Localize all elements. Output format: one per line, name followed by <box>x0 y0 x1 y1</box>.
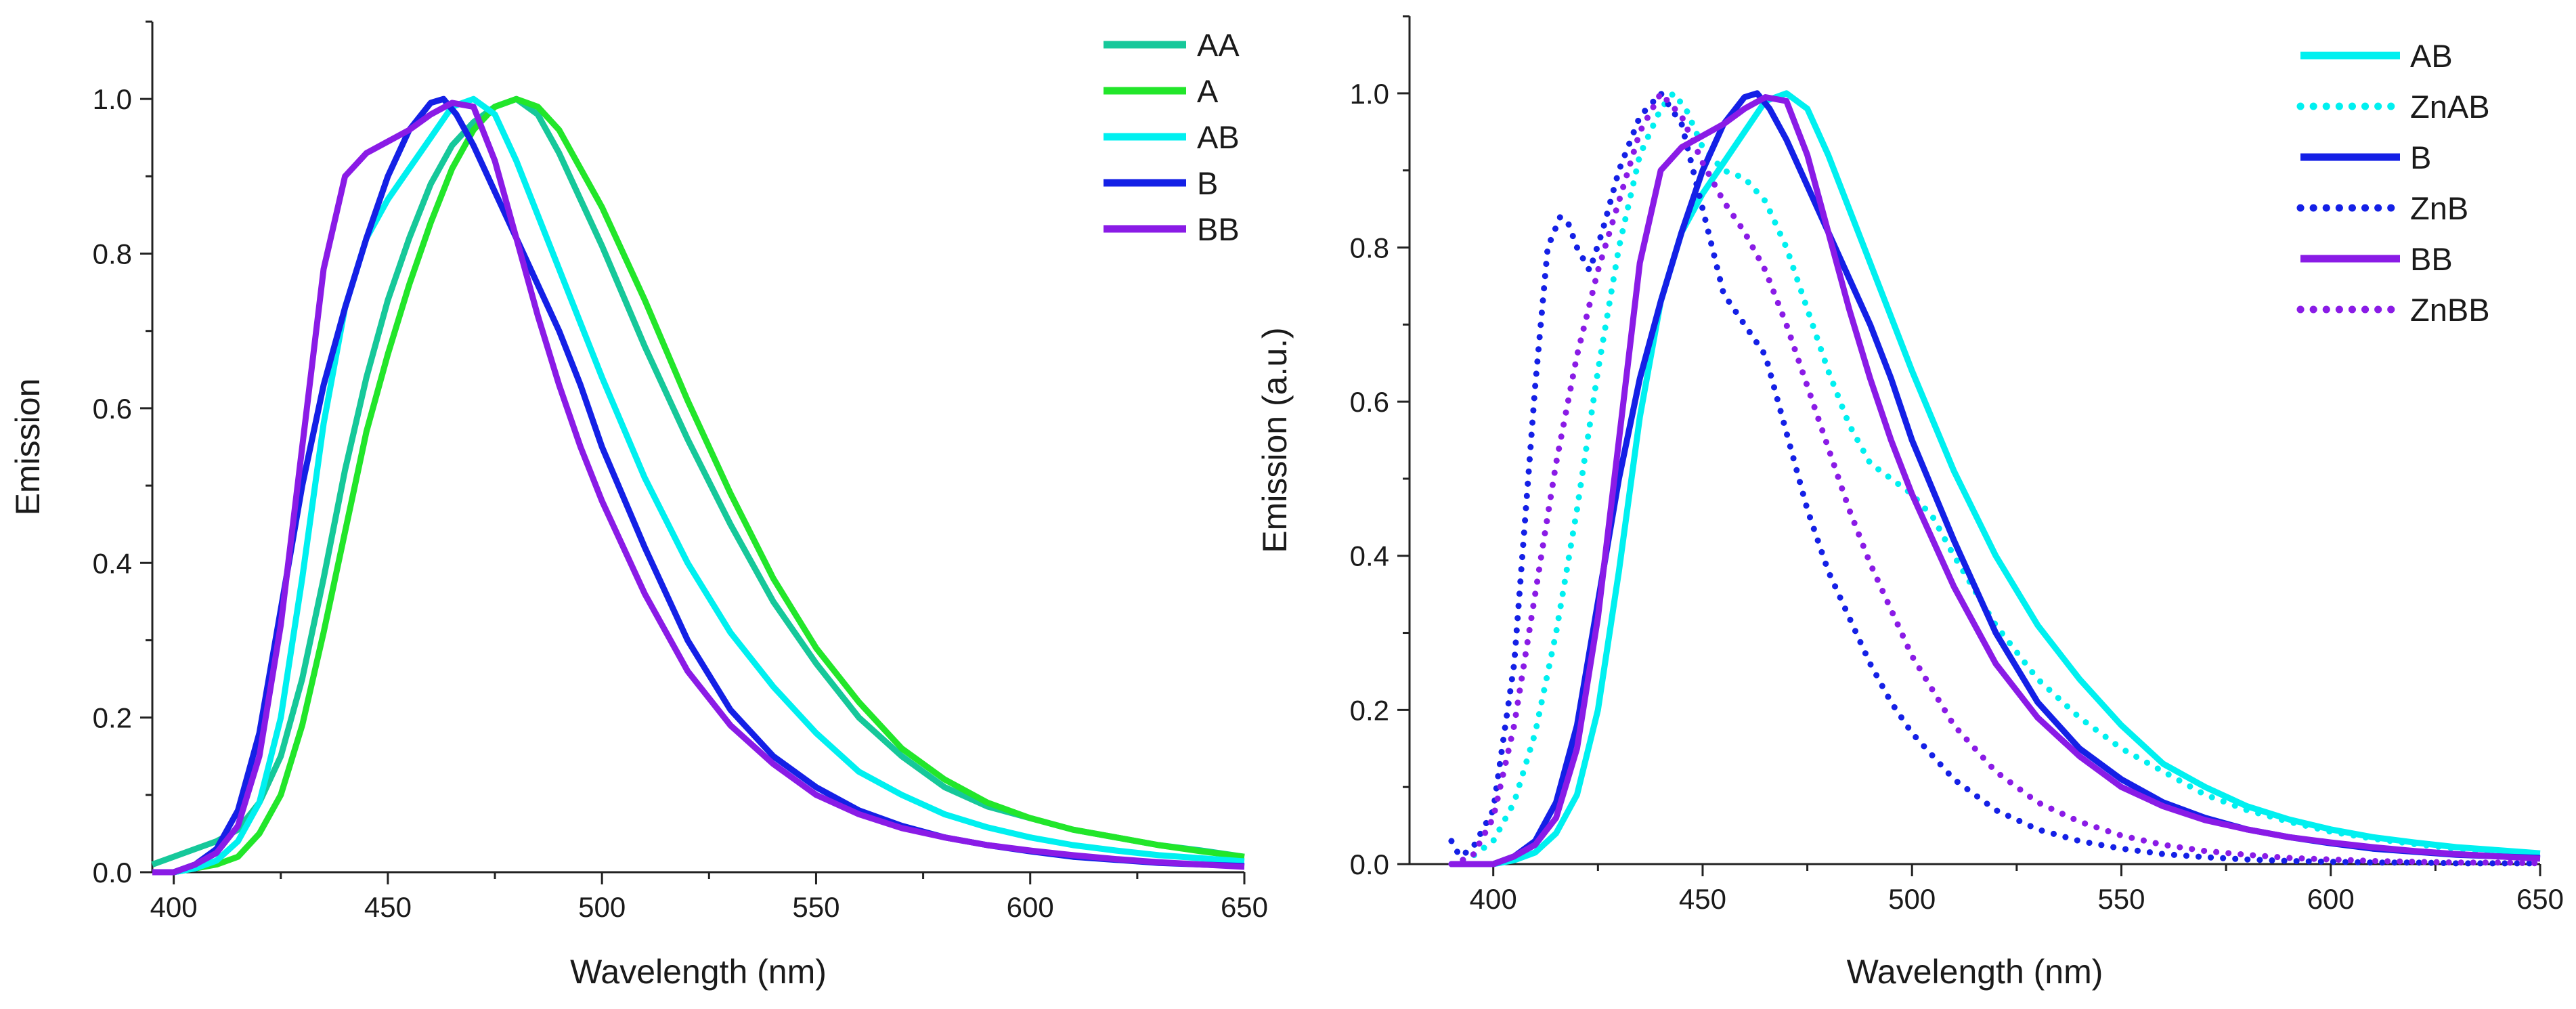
right-y-tick-label-0.2: 0.2 <box>1350 694 1389 726</box>
left-emission-chart: 400 450 500 550 600 650 0.0 0.2 0.4 0.6 0.8 1.0 Wave… <box>9 20 1268 991</box>
left-y-tick-label-0.2: 0.2 <box>93 702 132 734</box>
left-series-a <box>152 95 1245 876</box>
right-y-tick-label-0.4: 0.4 <box>1350 540 1389 572</box>
right-series-znbb <box>1448 90 2544 867</box>
left-legend-label-aa: AA <box>1197 27 1240 63</box>
left-legend-label-a: A <box>1197 73 1219 109</box>
left-y-tick-label-1.0: 1.0 <box>93 83 132 115</box>
left-y-tick-label-0.8: 0.8 <box>93 238 132 270</box>
right-legend-label-znbb: ZnBB <box>2410 292 2490 328</box>
right-y-tick-label-0.0: 0.0 <box>1350 849 1389 880</box>
left-y-axis-title: Emission <box>9 379 47 516</box>
right-legend-label-znb: ZnB <box>2410 190 2468 226</box>
right-y-axis-title: Emission (a.u.) <box>1256 327 1294 553</box>
right-y-tick-label-0.6: 0.6 <box>1350 386 1389 418</box>
left-x-tick-label-400: 400 <box>150 891 198 923</box>
right-x-tick-label-650: 650 <box>2516 883 2564 915</box>
left-x-tick-label-550: 550 <box>792 891 839 923</box>
left-x-axis-title: Wavelength (nm) <box>570 953 827 991</box>
left-y-tick-label-0.6: 0.6 <box>93 393 132 425</box>
left-y-tick-label-0.4: 0.4 <box>93 547 132 579</box>
left-x-tick-label-500: 500 <box>578 891 626 923</box>
left-series-bb <box>152 100 1245 876</box>
right-emission-chart: 400 450 500 550 600 650 0.0 0.2 0.4 0.6 0.8 1.0 Wave… <box>1256 15 2564 991</box>
left-x-tick-label-650: 650 <box>1221 891 1268 923</box>
right-legend-label-ab: AB <box>2410 38 2453 74</box>
left-legend-label-b: B <box>1197 165 1218 201</box>
right-x-tick-label-450: 450 <box>1679 883 1726 915</box>
left-x-tick-label-450: 450 <box>364 891 412 923</box>
right-x-tick-label-600: 600 <box>2307 883 2355 915</box>
right-legend-label-b: B <box>2410 139 2431 175</box>
right-y-tick-label-1.0: 1.0 <box>1350 78 1389 110</box>
right-x-tick-label-400: 400 <box>1470 883 1517 915</box>
right-series-znb <box>1448 90 2544 867</box>
right-y-tick-label-0.8: 0.8 <box>1350 232 1389 263</box>
right-x-tick-label-500: 500 <box>1888 883 1936 915</box>
right-series-znab <box>1448 90 2544 867</box>
left-series-aa <box>151 95 1245 867</box>
right-series-bb <box>1451 94 2541 867</box>
left-legend-label-ab: AB <box>1197 119 1240 155</box>
left-series-ab <box>152 95 1245 876</box>
right-x-tick-label-550: 550 <box>2097 883 2145 915</box>
left-legend-label-bb: BB <box>1197 211 1240 247</box>
right-legend-label-znab: ZnAB <box>2410 89 2490 125</box>
right-x-axis-title: Wavelength (nm) <box>1847 953 2103 991</box>
right-legend-label-bb: BB <box>2410 241 2453 277</box>
left-x-tick-label-600: 600 <box>1007 891 1054 923</box>
left-y-tick-label-0.0: 0.0 <box>93 857 132 888</box>
